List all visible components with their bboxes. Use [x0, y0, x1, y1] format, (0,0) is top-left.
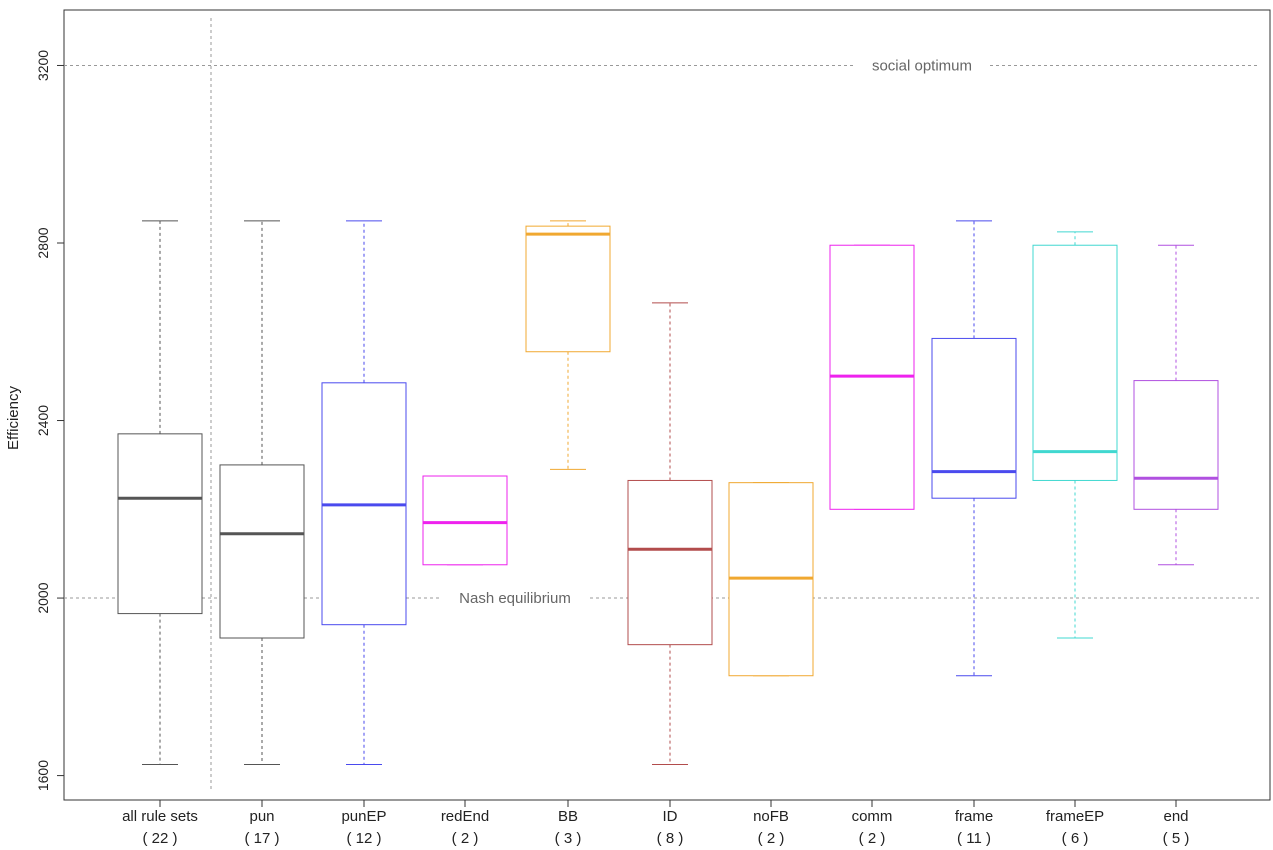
- y-tick-label: 2800: [35, 227, 51, 258]
- y-tick-label: 2400: [35, 405, 51, 436]
- category-label: frame: [955, 808, 993, 825]
- reference-line-label: social optimum: [872, 57, 972, 74]
- iqr-box: [627, 479, 713, 646]
- category-count-label: ( 12 ): [346, 830, 381, 847]
- box-frameep: frameEP ( 6 ): [1032, 231, 1118, 847]
- box-id: ID ( 8 ): [627, 302, 713, 847]
- box-comm: comm ( 2 ): [829, 244, 915, 847]
- y-axis-title: Efficiency: [5, 386, 22, 450]
- category-label: pun: [249, 808, 274, 825]
- y-tick-label: 2000: [35, 582, 51, 613]
- category-label: BB: [558, 808, 578, 825]
- category-count-label: ( 2 ): [452, 830, 479, 847]
- category-count-label: ( 22 ): [142, 830, 177, 847]
- plot-frame: [63, 9, 1271, 801]
- category-label: end: [1163, 808, 1188, 825]
- category-label: comm: [852, 808, 893, 825]
- category-count-label: ( 11 ): [957, 830, 991, 847]
- box-bb: BB ( 3 ): [525, 220, 611, 847]
- category-label: all rule sets: [122, 808, 198, 825]
- box-pun: pun ( 17 ): [219, 220, 305, 847]
- y-tick-label: 3200: [35, 50, 51, 81]
- category-count-label: ( 6 ): [1062, 830, 1089, 847]
- iqr-box: [1032, 244, 1118, 481]
- reference-line-label: Nash equilibrium: [459, 590, 571, 607]
- category-label: frameEP: [1046, 808, 1104, 825]
- category-count-label: ( 17 ): [244, 830, 279, 847]
- plot-area: 1600 2000 2400 2800 3200 social optimum Nash e…: [35, 9, 1271, 847]
- iqr-box: [422, 475, 508, 566]
- box-redend: redEnd ( 2 ): [422, 475, 508, 847]
- box-end: end ( 5 ): [1133, 244, 1219, 847]
- category-count-label: ( 8 ): [657, 830, 684, 847]
- box-all-rule-sets: all rule sets ( 22 ): [117, 220, 203, 847]
- box-frame: frame ( 11 ): [931, 220, 1017, 847]
- iqr-box: [931, 337, 1017, 499]
- iqr-box: [1133, 380, 1219, 510]
- iqr-box: [219, 464, 305, 639]
- category-count-label: ( 5 ): [1163, 830, 1190, 847]
- iqr-box: [525, 225, 611, 353]
- box-nofb: noFB ( 2 ): [728, 482, 814, 847]
- category-label: ID: [663, 808, 678, 825]
- y-tick-label: 1600: [35, 760, 51, 791]
- category-count-label: ( 2 ): [859, 830, 886, 847]
- category-count-label: ( 2 ): [758, 830, 785, 847]
- category-label: punEP: [341, 808, 386, 825]
- iqr-box: [117, 433, 203, 615]
- category-label: noFB: [753, 808, 789, 825]
- category-count-label: ( 3 ): [555, 830, 582, 847]
- category-label: redEnd: [441, 808, 489, 825]
- box-punep: punEP ( 12 ): [321, 220, 407, 847]
